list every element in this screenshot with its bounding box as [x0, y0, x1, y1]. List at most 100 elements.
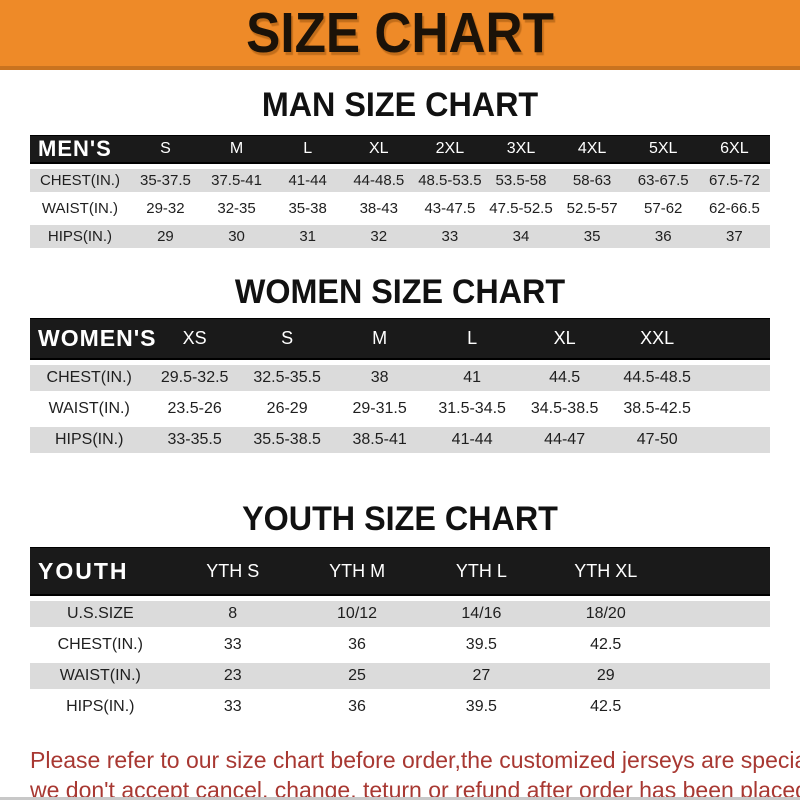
men-cell-hips-in-4xl: 35: [556, 225, 628, 248]
women-chart-title: WOMEN SIZE CHART: [234, 273, 566, 311]
youth-row-chest-in: CHEST(IN.) 33 36 39.5 42.5: [30, 632, 770, 658]
men-cell-hips-in-m: 30: [201, 225, 273, 248]
youth-size-chart-section: YOUTH SIZE CHART YOUTH YTH S YTH M YTH L YTH…: [30, 500, 770, 725]
women-spacer-cell: [703, 396, 770, 422]
women-cell-hips-in-xs: 33-35.5: [148, 427, 241, 453]
men-size-chart-section: MAN SIZE CHART MEN'S S M L XL 2XL 3XL 4XL 5XL 6XL…: [30, 86, 770, 253]
women-cell-waist-in-m: 29-31.5: [333, 396, 426, 422]
women-col-s: S: [240, 318, 334, 360]
youth-row-label-waist-in: WAIST(IN.): [30, 663, 171, 689]
women-cell-hips-in-l: 41-44: [425, 427, 519, 453]
women-row-chest-in: CHEST(IN.) 29.5-32.5 32.5-35.5 38 41 44.5 44.5…: [30, 365, 770, 391]
youth-cell-u-s-size-yth-m: 10/12: [294, 601, 420, 627]
men-size-table: MEN'S S M L XL 2XL 3XL 4XL 5XL 6XL CHEST(IN.) 35-37…: [30, 130, 770, 253]
youth-cell-chest-in-yth-l: 39.5: [419, 632, 544, 658]
men-col-4xl: 4XL: [556, 135, 628, 164]
men-row-chest-in: CHEST(IN.) 35-37.5 37.5-41 41-44 44-48.5 48.5…: [30, 169, 770, 192]
women-cell-waist-in-l: 31.5-34.5: [425, 396, 519, 422]
youth-size-table: YOUTH YTH S YTH M YTH L YTH XL U.S.SIZE 8 10/12…: [30, 542, 770, 725]
youth-row-hips-in: HIPS(IN.) 33 36 39.5 42.5: [30, 694, 770, 720]
youth-row-u-s-size: U.S.SIZE 8 10/12 14/16 18/20: [30, 601, 770, 627]
women-cell-waist-in-xl: 34.5-38.5: [518, 396, 611, 422]
men-row-label-hips-in: HIPS(IN.): [30, 225, 130, 248]
men-col-l: L: [272, 135, 344, 164]
youth-cell-waist-in-yth-l: 27: [419, 663, 544, 689]
youth-col-yth-m: YTH M: [294, 547, 420, 596]
women-cell-chest-in-s: 32.5-35.5: [240, 365, 334, 391]
women-col-l: L: [425, 318, 519, 360]
youth-cell-u-s-size-yth-s: 8: [170, 601, 295, 627]
men-chart-title: MAN SIZE CHART: [261, 86, 539, 124]
youth-cell-hips-in-yth-m: 36: [294, 694, 420, 720]
men-cell-hips-in-6xl: 37: [698, 225, 770, 248]
women-header-spacer: [703, 318, 770, 360]
women-row-waist-in: WAIST(IN.) 23.5-26 26-29 29-31.5 31.5-34.5 34…: [30, 396, 770, 422]
youth-spacer-cell: [667, 601, 770, 627]
women-spacer-cell: [703, 427, 770, 453]
men-cell-waist-in-2xl: 43-47.5: [414, 197, 486, 220]
youth-row-label-chest-in: CHEST(IN.): [30, 632, 171, 658]
disclaimer: Please refer to our size chart before or…: [30, 745, 800, 800]
disclaimer-line-2: we don't accept cancel, change, teturn o…: [30, 777, 800, 800]
youth-header-spacer: [667, 547, 770, 596]
men-cell-chest-in-2xl: 48.5-53.5: [414, 169, 486, 192]
youth-cell-chest-in-yth-m: 36: [294, 632, 420, 658]
women-size-table: WOMEN'S XS S M L XL XXL CHEST(IN.) 29.5-32.5 32.5…: [30, 313, 770, 458]
bottom-divider: [0, 797, 800, 800]
men-cell-waist-in-s: 29-32: [129, 197, 201, 220]
women-cell-hips-in-s: 35.5-38.5: [240, 427, 334, 453]
men-col-s: S: [129, 135, 201, 164]
men-cell-waist-in-6xl: 62-66.5: [698, 197, 770, 220]
men-cell-hips-in-5xl: 36: [627, 225, 699, 248]
men-col-3xl: 3XL: [485, 135, 557, 164]
youth-group-label: YOUTH: [30, 547, 171, 596]
men-row-waist-in: WAIST(IN.) 29-32 32-35 35-38 38-43 43-47.5 47.…: [30, 197, 770, 220]
women-cell-waist-in-xxl: 38.5-42.5: [610, 396, 704, 422]
men-cell-waist-in-5xl: 57-62: [627, 197, 699, 220]
men-cell-chest-in-5xl: 63-67.5: [627, 169, 699, 192]
men-cell-waist-in-m: 32-35: [201, 197, 273, 220]
men-cell-chest-in-xl: 44-48.5: [343, 169, 415, 192]
men-cell-waist-in-3xl: 47.5-52.5: [485, 197, 557, 220]
women-row-hips-in: HIPS(IN.) 33-35.5 35.5-38.5 38.5-41 41-44 44-…: [30, 427, 770, 453]
women-header-row: WOMEN'S XS S M L XL XXL: [30, 318, 770, 360]
youth-header-row: YOUTH YTH S YTH M YTH L YTH XL: [30, 547, 770, 596]
women-cell-waist-in-xs: 23.5-26: [148, 396, 241, 422]
women-cell-hips-in-m: 38.5-41: [333, 427, 426, 453]
women-col-xxl: XXL: [610, 318, 704, 360]
women-col-xs: XS: [148, 318, 241, 360]
men-row-hips-in: HIPS(IN.) 29 30 31 32 33 34 35 36 37: [30, 225, 770, 248]
men-col-xl: XL: [343, 135, 415, 164]
youth-spacer-cell: [667, 694, 770, 720]
youth-cell-hips-in-yth-s: 33: [170, 694, 295, 720]
youth-cell-u-s-size-yth-l: 14/16: [419, 601, 544, 627]
women-cell-waist-in-s: 26-29: [240, 396, 334, 422]
women-col-m: M: [333, 318, 426, 360]
women-cell-hips-in-xxl: 47-50: [610, 427, 704, 453]
men-header-row: MEN'S S M L XL 2XL 3XL 4XL 5XL 6XL: [30, 135, 770, 164]
youth-spacer-cell: [667, 632, 770, 658]
women-spacer-cell: [703, 365, 770, 391]
men-cell-hips-in-l: 31: [272, 225, 344, 248]
men-col-6xl: 6XL: [698, 135, 770, 164]
youth-row-waist-in: WAIST(IN.) 23 25 27 29: [30, 663, 770, 689]
youth-col-yth-l: YTH L: [419, 547, 544, 596]
youth-cell-chest-in-yth-xl: 42.5: [543, 632, 668, 658]
men-cell-waist-in-l: 35-38: [272, 197, 344, 220]
men-group-label: MEN'S: [30, 135, 130, 164]
youth-spacer-cell: [667, 663, 770, 689]
size-chart-banner: SIZE CHART: [0, 0, 800, 70]
men-cell-chest-in-l: 41-44: [272, 169, 344, 192]
youth-cell-hips-in-yth-xl: 42.5: [543, 694, 668, 720]
men-row-label-waist-in: WAIST(IN.): [30, 197, 130, 220]
men-cell-chest-in-3xl: 53.5-58: [485, 169, 557, 192]
women-size-chart-section: WOMEN SIZE CHART WOMEN'S XS S M L XL XXL CHEST(…: [30, 273, 770, 458]
men-cell-chest-in-6xl: 67.5-72: [698, 169, 770, 192]
youth-cell-chest-in-yth-s: 33: [170, 632, 295, 658]
women-cell-chest-in-xs: 29.5-32.5: [148, 365, 241, 391]
women-cell-chest-in-m: 38: [333, 365, 426, 391]
women-cell-chest-in-l: 41: [425, 365, 519, 391]
youth-row-label-u-s-size: U.S.SIZE: [30, 601, 171, 627]
women-row-label-chest-in: CHEST(IN.): [30, 365, 149, 391]
